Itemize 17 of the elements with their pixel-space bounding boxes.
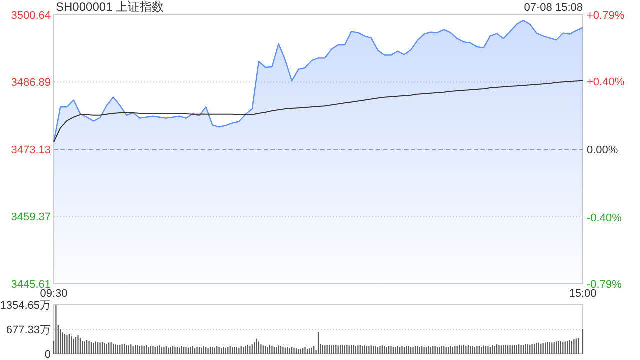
y-tick-label: 677.33万: [6, 324, 51, 336]
y-tick-label: 3500.64: [11, 10, 51, 22]
y2-tick-label: -0.79%: [587, 279, 622, 291]
y2-tick-label: +0.40%: [587, 76, 625, 88]
chart-title: SH000001 上证指数: [56, 0, 164, 14]
text: 07-08 15:08: [524, 2, 583, 14]
y-tick-label: 1354.65万: [0, 300, 51, 312]
y2-tick-label: 0.00%: [587, 144, 618, 156]
y2-tick-label: +0.79%: [587, 10, 625, 22]
y-tick-label: 3473.13: [11, 144, 51, 156]
y-tick-label: 3459.37: [11, 212, 51, 224]
y-tick-label: 0: [44, 349, 51, 360]
y-tick-label: 3486.89: [11, 77, 51, 90]
y2-tick-label: -0.40%: [587, 212, 622, 225]
y-tick-label: 3445.61: [11, 279, 51, 291]
x-tick-label: 15:00: [569, 288, 597, 300]
x-tick-label: 09:30: [40, 288, 68, 300]
